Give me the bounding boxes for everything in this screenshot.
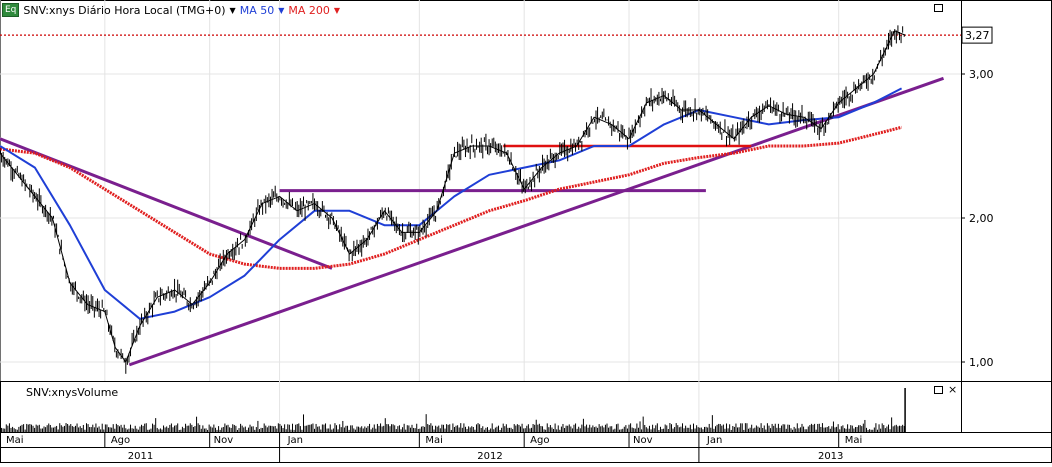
y-tick-label: 2,00 — [969, 212, 994, 225]
symbol-label[interactable]: SNV:xnys Diário Hora Local (TMG+0) — [23, 3, 226, 17]
x-tick-label: Nov — [633, 435, 653, 446]
y-tick-label: 3,00 — [969, 68, 994, 81]
x-tick-label: Ago — [111, 435, 130, 446]
annotation-lines — [0, 34, 961, 367]
ma200-line — [0, 125, 902, 270]
trendline-line — [128, 76, 945, 367]
ma50-line — [0, 87, 903, 320]
trendline-line — [0, 137, 333, 270]
maximize-panel-icon[interactable] — [934, 4, 943, 12]
year-label: 2012 — [477, 451, 502, 462]
x-tick-label: Jan — [706, 435, 722, 446]
grid — [0, 0, 961, 432]
series-group — [0, 25, 906, 374]
last-price-tag-label: 3,27 — [965, 29, 990, 42]
y-tick-label: 1,00 — [969, 356, 994, 369]
year-label: 2011 — [128, 451, 153, 462]
x-tick-label: Mai — [425, 435, 443, 446]
symbol-dropdown-icon[interactable]: ▼ — [229, 5, 236, 15]
x-tick-label: Jan — [287, 435, 303, 446]
x-tick-label: Mai — [6, 435, 24, 446]
last-price-tag — [961, 26, 993, 44]
maximize-volume-icon[interactable] — [934, 386, 943, 394]
ma50-dropdown-icon[interactable]: ▼ — [278, 5, 285, 15]
ma50-label[interactable]: MA 50 — [239, 3, 275, 17]
equity-badge[interactable]: Eq — [2, 3, 20, 17]
chart-header: Eq SNV:xnys Diário Hora Local (TMG+0) ▼ … — [2, 2, 340, 18]
x-tick-label: Mai — [845, 435, 863, 446]
year-label: 2013 — [818, 451, 843, 462]
volume-bars — [0, 388, 906, 432]
ma200-dropdown-icon[interactable]: ▼ — [333, 5, 341, 15]
x-tick-label: Ago — [530, 435, 549, 446]
volume-panel-title: SNV:xnysVolume — [26, 386, 119, 399]
price-line — [0, 30, 906, 363]
close-volume-icon[interactable]: × — [948, 383, 958, 396]
x-tick-label: Nov — [214, 435, 234, 446]
ma200-label[interactable]: MA 200 — [288, 3, 330, 17]
